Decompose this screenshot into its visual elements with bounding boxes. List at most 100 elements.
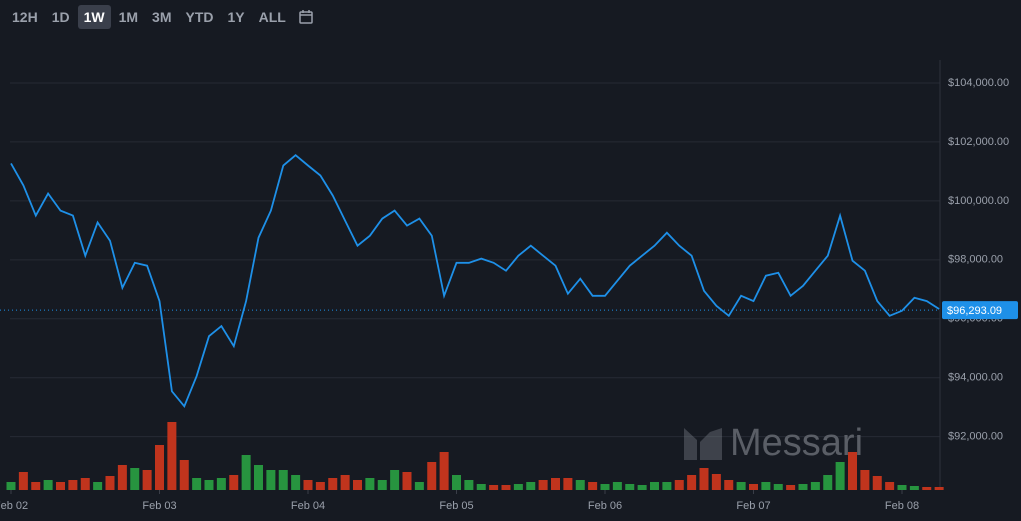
volume-bar xyxy=(526,482,536,490)
volume-bar xyxy=(105,476,115,490)
volume-bar xyxy=(476,484,486,490)
last-price-label: $96,293.09 xyxy=(947,305,1002,317)
range-button[interactable]: 1D xyxy=(51,9,70,25)
volume-bar xyxy=(155,445,164,490)
volume-bar xyxy=(464,480,474,490)
volume-bar xyxy=(427,462,437,490)
volume-bar xyxy=(68,480,78,490)
volume-bar xyxy=(6,482,16,490)
volume-bar xyxy=(823,475,833,490)
volume-bar xyxy=(600,484,610,490)
volume-bar xyxy=(872,476,882,490)
volume-bar xyxy=(551,478,560,490)
volume-bar xyxy=(538,480,548,490)
volume-bar xyxy=(625,484,635,490)
y-tick-label: $104,000.00 xyxy=(948,77,1009,89)
volume-bar xyxy=(142,470,152,490)
y-tick-label: $100,000.00 xyxy=(948,195,1009,207)
volume-bar xyxy=(365,478,375,490)
volume-bar xyxy=(254,465,263,490)
volume-bar xyxy=(204,480,214,490)
volume-bar xyxy=(922,487,932,490)
volume-bar xyxy=(650,482,659,490)
volume-bar xyxy=(167,422,177,490)
volume-bar xyxy=(885,482,895,490)
volume-bar xyxy=(835,462,845,490)
range-button[interactable]: YTD xyxy=(185,9,214,25)
x-tick-label: Feb 02 xyxy=(0,500,28,512)
volume-bar xyxy=(179,460,189,490)
volume-bar xyxy=(390,470,400,490)
volume-bar xyxy=(278,470,288,490)
toolbar: 12H 1D 1W 1M 3M YTD 1Y ALL xyxy=(6,5,318,29)
volume-bar xyxy=(353,480,362,490)
range-button[interactable]: 1W xyxy=(77,5,111,29)
volume-bar xyxy=(402,472,412,490)
x-tick-label: Feb 03 xyxy=(142,500,176,512)
volume-bar xyxy=(773,484,783,490)
volume-bar xyxy=(798,484,808,490)
volume-bar xyxy=(786,485,796,490)
volume-bar xyxy=(229,475,239,490)
volume-bar xyxy=(687,475,697,490)
volume-bar xyxy=(328,478,338,490)
volume-bar xyxy=(860,470,870,490)
volume-bar xyxy=(315,482,325,490)
volume-bar xyxy=(934,487,944,490)
x-tick-label: Feb 05 xyxy=(439,500,473,512)
volume-bar xyxy=(588,482,598,490)
y-tick-label: $92,000.00 xyxy=(948,431,1003,443)
volume-bar xyxy=(909,486,919,490)
x-tick-label: Feb 07 xyxy=(736,500,770,512)
volume-bar xyxy=(749,484,758,490)
volume-bar xyxy=(56,482,65,490)
volume-bar xyxy=(699,468,709,490)
volume-bar xyxy=(810,482,820,490)
x-tick-label: Feb 08 xyxy=(885,500,919,512)
volume-bar xyxy=(192,478,202,490)
volume-bar xyxy=(637,485,647,490)
watermark-logo xyxy=(684,428,722,460)
volume-bar xyxy=(80,478,90,490)
x-tick-label: Feb 06 xyxy=(588,500,622,512)
y-tick-label: $98,000.00 xyxy=(948,254,1003,266)
x-tick-label: Feb 04 xyxy=(291,500,325,512)
volume-bar xyxy=(575,480,585,490)
volume-bar xyxy=(216,478,226,490)
y-tick-label: $94,000.00 xyxy=(948,372,1003,384)
volume-bar xyxy=(31,482,41,490)
volume-bar xyxy=(724,480,734,490)
volume-bar xyxy=(674,480,684,490)
volume-bar xyxy=(761,482,771,490)
volume-bar xyxy=(18,472,28,490)
range-button[interactable]: 1Y xyxy=(227,9,245,25)
volume-bar xyxy=(711,474,721,490)
volume-bar xyxy=(130,468,140,490)
volume-bar xyxy=(563,478,573,490)
watermark: Messari xyxy=(730,422,863,464)
calendar-icon[interactable] xyxy=(294,5,318,29)
volume-bar xyxy=(848,452,857,490)
volume-bar xyxy=(439,452,449,490)
range-button[interactable]: 12H xyxy=(12,9,38,25)
volume-bar xyxy=(897,485,907,490)
volume-bar xyxy=(662,482,672,490)
volume-bar xyxy=(513,484,523,490)
range-button[interactable]: 1M xyxy=(118,9,139,25)
volume-bar xyxy=(452,475,461,490)
volume-bar xyxy=(340,475,350,490)
volume-bar xyxy=(291,475,301,490)
range-button[interactable]: ALL xyxy=(258,9,286,25)
volume-bar xyxy=(266,470,276,490)
volume-bar xyxy=(612,482,622,490)
y-tick-label: $102,000.00 xyxy=(948,136,1009,148)
volume-bar xyxy=(117,465,127,490)
price-line xyxy=(10,154,940,409)
last-price-box xyxy=(942,301,1018,320)
volume-bar xyxy=(241,455,251,490)
volume-bar xyxy=(489,485,499,490)
volume-bar xyxy=(377,480,387,490)
range-button[interactable]: 3M xyxy=(152,9,172,25)
